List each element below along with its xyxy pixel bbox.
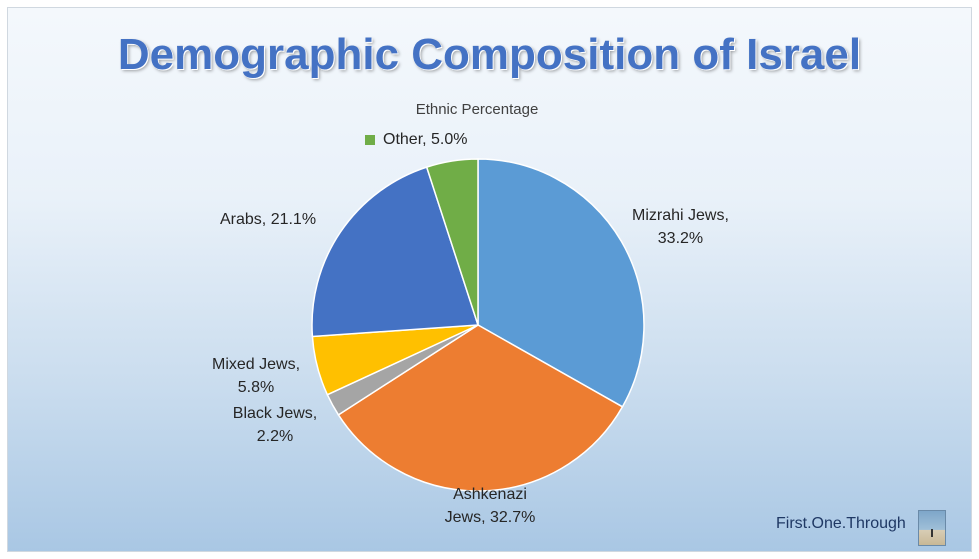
pie-slice-0 xyxy=(477,158,645,408)
page-title: Demographic Composition of Israel xyxy=(117,30,862,79)
slice-label-mizrahi: Mizrahi Jews, 33.2% xyxy=(632,207,729,247)
legend-swatch-other xyxy=(365,135,375,145)
pie-slice-1 xyxy=(337,324,624,492)
legend-label-other: Other, 5.0% xyxy=(383,131,468,148)
slice-label-ashkenazi: Ashkenazi Jews, 32.7% xyxy=(444,486,536,526)
slice-label-mixed-jews: Mixed Jews, 5.8% xyxy=(211,356,301,396)
brand-thumbnail-image xyxy=(918,510,946,546)
pie-slice-4 xyxy=(311,166,480,338)
pie-slice-5 xyxy=(425,158,479,326)
slice-label-arabs: Arabs, 21.1% xyxy=(220,211,317,228)
chart-subtitle: Ethnic Percentage xyxy=(415,101,539,118)
brand-watermark: First.One.Through xyxy=(776,515,906,532)
slice-label-black-jews: Black Jews, 2.2% xyxy=(232,405,318,445)
legend-entry-other: Other, 5.0% xyxy=(365,131,468,149)
